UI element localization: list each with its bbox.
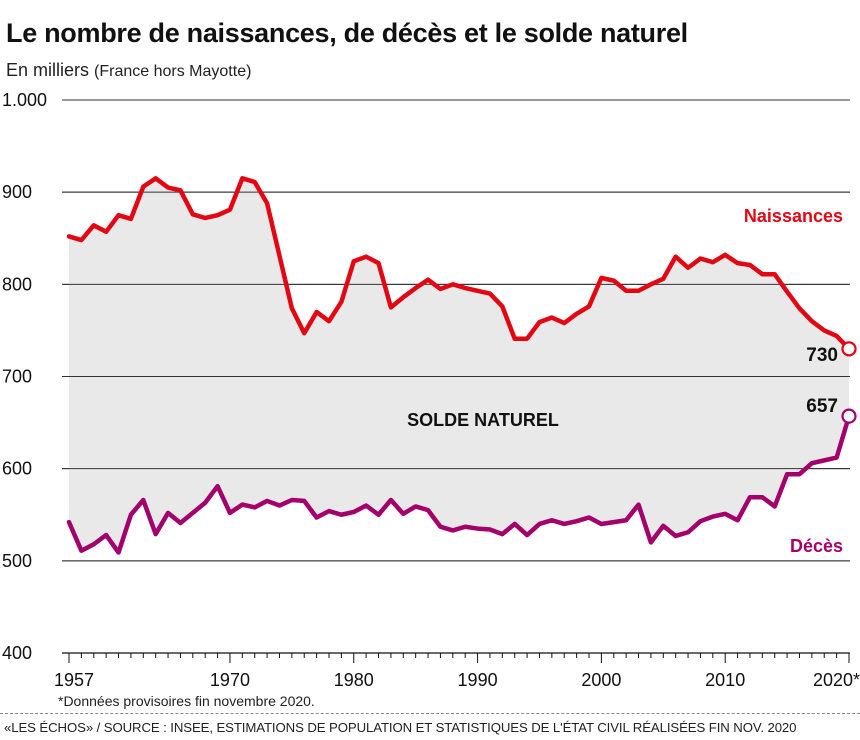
y-tick-label-500: 500 <box>2 551 32 571</box>
chart-title: Le nombre de naissances, de décès et le … <box>6 18 688 48</box>
solde-naturel-label: SOLDE NATUREL <box>407 410 559 430</box>
series-lines <box>66 176 857 555</box>
x-tick-label-1970: 1970 <box>210 670 250 690</box>
x-tick-label-2000: 2000 <box>581 670 621 690</box>
chart-subtitle: En milliers (France hors Mayotte) <box>6 60 251 81</box>
y-tick-label-900: 900 <box>2 182 32 202</box>
x-tick-label-1957: 1957 <box>54 670 94 690</box>
x-tick-label-2010: 2010 <box>705 670 745 690</box>
y-tick-label-1000: 1.000 <box>2 90 47 110</box>
x-tick-label-2020: 2020* <box>813 670 860 690</box>
y-tick-label-600: 600 <box>2 459 32 479</box>
x-tick-label-1990: 1990 <box>458 670 498 690</box>
solde-naturel-area <box>69 178 849 553</box>
x-tick-label-1980: 1980 <box>334 670 374 690</box>
series-name-label-naissances: Naissances <box>744 206 843 226</box>
y-axis-tick-labels: 400 500 600 700 800 900 1.000 <box>2 90 47 663</box>
series-line-deces <box>66 413 852 555</box>
footnote: *Données provisoires fin novembre 2020. <box>58 693 315 709</box>
series-name-label-deces: Décès <box>790 536 843 556</box>
x-axis: 1957 1970 1980 1990 2000 2010 2020* <box>54 652 860 690</box>
footer-divider <box>0 713 860 714</box>
y-tick-label-400: 400 <box>2 643 32 663</box>
series-endpoint-deces <box>841 408 857 424</box>
gridlines-over-area <box>62 99 850 654</box>
series-end-value-naissances: 730 <box>806 345 838 366</box>
source-line: «LES ÉCHOS» / SOURCE : INSEE, ESTIMATION… <box>4 720 797 735</box>
series-line-naissances <box>66 176 852 352</box>
y-tick-label-800: 800 <box>2 274 32 294</box>
subtitle-unit: En milliers <box>6 60 90 80</box>
line-chart: 400 500 600 700 800 900 1.000 1957 1970 1980 1990… <box>2 90 860 690</box>
series-labels: 730 Naissances 657 Décès <box>744 206 843 556</box>
series-endpoint-naissances <box>841 341 857 357</box>
y-tick-label-700: 700 <box>2 367 32 387</box>
subtitle-scope: (France hors Mayotte) <box>94 63 252 80</box>
series-end-value-deces: 657 <box>806 396 838 417</box>
